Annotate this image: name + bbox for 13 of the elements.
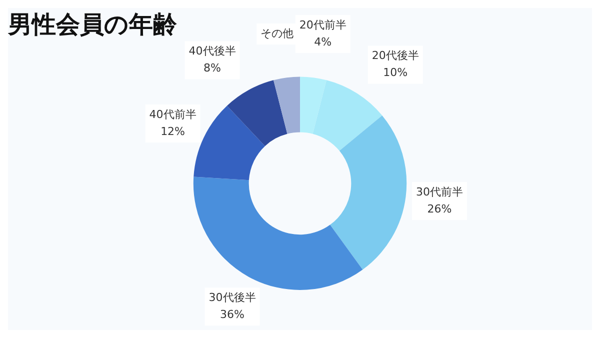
data-label: 8% [204, 62, 221, 75]
data-label: 26% [427, 202, 452, 216]
slice-label: 20代前半 [299, 18, 346, 32]
data-label: 10% [383, 66, 408, 80]
slice-label: 30代後半 [208, 290, 256, 304]
data-label: 36% [220, 308, 244, 321]
data-label: 12% [160, 124, 186, 138]
slice-label: 30代前半 [416, 185, 463, 198]
slice-label: その他 [260, 26, 294, 40]
slice-label: 40代後半 [188, 44, 236, 58]
data-label: 4% [314, 35, 332, 48]
slice-label: 20代後半 [372, 49, 419, 62]
slice-label: 40代前半 [149, 108, 196, 121]
